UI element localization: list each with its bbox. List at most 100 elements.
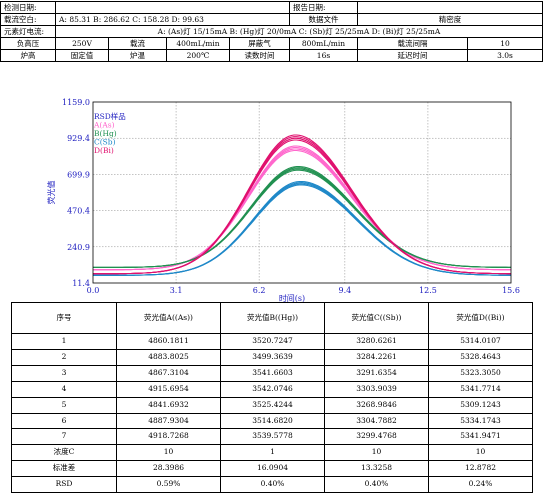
param-cell: 载流 bbox=[108, 37, 167, 50]
y-axis-label: 荧光值 bbox=[46, 181, 56, 205]
legend-entry: RSD样品 bbox=[94, 111, 126, 121]
results-table: 序号 荧光值A((As)) 荧光值B((Hg)) 荧光值C((Sb)) 荧光值D((Bi… bbox=[11, 302, 533, 493]
x-axis-label: 时间(s) bbox=[279, 293, 305, 302]
param-cell: 3.0s bbox=[467, 49, 543, 62]
param-cell: 读数时间 bbox=[229, 49, 290, 62]
table-cell: 13.3258 bbox=[324, 460, 429, 478]
table-row: RSD 0.59% 0.40% 0.40% 0.24% bbox=[11, 476, 533, 493]
table-cell: 3539.5778 bbox=[220, 428, 325, 446]
table-cell: 3514.6820 bbox=[220, 412, 325, 430]
table-cell: 5341.7714 bbox=[428, 380, 533, 398]
detect-date-label: 检测日期: bbox=[0, 1, 56, 14]
series-line bbox=[93, 149, 511, 271]
table-cell: 5323.3050 bbox=[428, 364, 533, 382]
table-cell: 5328.4643 bbox=[428, 348, 533, 366]
table-row: 7 4918.7268 3539.5778 3299.4768 5341.9471 bbox=[11, 428, 533, 446]
table-cell: 5314.0107 bbox=[428, 333, 533, 350]
table-cell: 4915.6954 bbox=[116, 380, 221, 398]
table-cell: 5334.1743 bbox=[428, 412, 533, 430]
table-row: 4 4915.6954 3542.0746 3303.9039 5341.7714 bbox=[11, 380, 533, 398]
series-line bbox=[93, 137, 511, 275]
table-row: 5 4841.6932 3525.4244 3268.9846 5309.1243 bbox=[11, 396, 533, 414]
legend-entry: C(Sb) bbox=[94, 138, 116, 147]
plot-frame bbox=[92, 101, 512, 284]
param-cell: 延迟时间 bbox=[357, 49, 468, 62]
series-line bbox=[93, 169, 511, 268]
x-tick-label: 12.5 bbox=[419, 286, 437, 295]
table-cell: 3525.4244 bbox=[220, 396, 325, 414]
table-cell: 3 bbox=[11, 364, 117, 382]
y-tick-label: 929.4 bbox=[67, 134, 90, 143]
table-cell: 3542.0746 bbox=[220, 380, 325, 398]
table-cell: 0.40% bbox=[220, 476, 325, 493]
table-cell: 28.3986 bbox=[116, 460, 221, 478]
table-cell: 7 bbox=[11, 428, 117, 446]
table-cell: 1 bbox=[220, 444, 325, 462]
series-line bbox=[93, 183, 512, 276]
param-cell: 固定值 bbox=[55, 49, 109, 62]
table-row: 2 4883.8025 3499.3639 3284.2261 5328.4643 bbox=[11, 348, 533, 366]
x-tick-label: 6.2 bbox=[253, 286, 266, 295]
table-cell: 标准差 bbox=[11, 460, 117, 478]
table-cell: 3280.6261 bbox=[324, 333, 429, 350]
column-header: 荧光值B((Hg)) bbox=[220, 302, 325, 334]
report-date-value bbox=[357, 1, 543, 14]
y-tick-label: 699.9 bbox=[67, 170, 90, 179]
x-tick-label: 0.0 bbox=[87, 286, 100, 295]
y-tick-label: 1159.0 bbox=[62, 98, 90, 107]
table-cell: 0.40% bbox=[324, 476, 429, 493]
legend-entry: D(Bi) bbox=[94, 146, 114, 155]
param-cell: 炉温 bbox=[108, 49, 167, 62]
table-cell: 3291.6354 bbox=[324, 364, 429, 382]
param-cell: 负高压 bbox=[0, 37, 56, 50]
series-line bbox=[93, 145, 511, 271]
table-cell: 0.59% bbox=[116, 476, 221, 493]
info-table: 检测日期: 报告日期: 载流空白: A: 85.31 B: 286.62 C: … bbox=[0, 1, 543, 62]
param-cell: 屏蔽气 bbox=[229, 37, 290, 50]
table-cell: 16.0904 bbox=[220, 460, 325, 478]
series-line bbox=[93, 136, 511, 275]
lamp-label: 元素灯电流: bbox=[0, 25, 56, 38]
table-cell: 3520.7247 bbox=[220, 333, 325, 350]
table-row: 浓度C 10 1 10 10 bbox=[11, 444, 533, 462]
table-cell: RSD bbox=[11, 476, 117, 493]
datafile-value: 精密度 bbox=[357, 13, 543, 26]
table-row: 标准差 28.3986 16.0904 13.3258 12.8782 bbox=[11, 460, 533, 478]
column-header: 荧光值A((As)) bbox=[116, 302, 221, 334]
param-cell: 250V bbox=[55, 37, 109, 50]
table-cell: 4860.1811 bbox=[116, 333, 221, 350]
detect-date-value bbox=[55, 1, 290, 14]
series-line bbox=[93, 139, 511, 275]
param-cell: 800mL/min bbox=[289, 37, 358, 50]
param-cell: 载流间隔 bbox=[357, 37, 468, 50]
column-header: 荧光值C((Sb)) bbox=[324, 302, 429, 334]
series-line bbox=[93, 180, 511, 276]
table-cell: 2 bbox=[11, 348, 117, 366]
x-tick-label: 3.1 bbox=[170, 286, 183, 295]
report-date-label: 报告日期: bbox=[289, 1, 358, 14]
table-row: 3 4867.3104 3541.6603 3291.6354 5323.3050 bbox=[11, 364, 533, 382]
table-cell: 5341.9471 bbox=[428, 428, 533, 446]
table-cell: 5 bbox=[11, 396, 117, 414]
column-header: 荧光值D((Bi)) bbox=[428, 302, 533, 334]
blank-value: A: 85.31 B: 286.62 C: 158.28 D: 99.63 bbox=[55, 13, 290, 26]
lamp-value: A: (As)灯 15/15mA B: (Hg)灯 20/0mA C: (Sb)… bbox=[55, 25, 543, 38]
table-cell: 1 bbox=[11, 333, 117, 350]
table-cell: 5309.1243 bbox=[428, 396, 533, 414]
series-line bbox=[93, 134, 511, 275]
series-line bbox=[93, 146, 511, 271]
series-line bbox=[93, 182, 511, 276]
table-cell: 4887.9304 bbox=[116, 412, 221, 430]
table-cell: 12.8782 bbox=[428, 460, 533, 478]
param-cell: 400mL/min bbox=[166, 37, 230, 50]
table-cell: 3284.2261 bbox=[324, 348, 429, 366]
x-tick-label: 9.4 bbox=[339, 286, 352, 295]
table-cell: 6 bbox=[11, 412, 117, 430]
param-cell: 200℃ bbox=[166, 49, 230, 62]
table-cell: 10 bbox=[428, 444, 533, 462]
table-cell: 4841.6932 bbox=[116, 396, 221, 414]
datafile-label: 数据文件 bbox=[289, 13, 358, 26]
table-cell: 3303.9039 bbox=[324, 380, 429, 398]
x-tick-label: 15.6 bbox=[502, 286, 520, 295]
y-tick-label: 11.4 bbox=[72, 279, 90, 288]
